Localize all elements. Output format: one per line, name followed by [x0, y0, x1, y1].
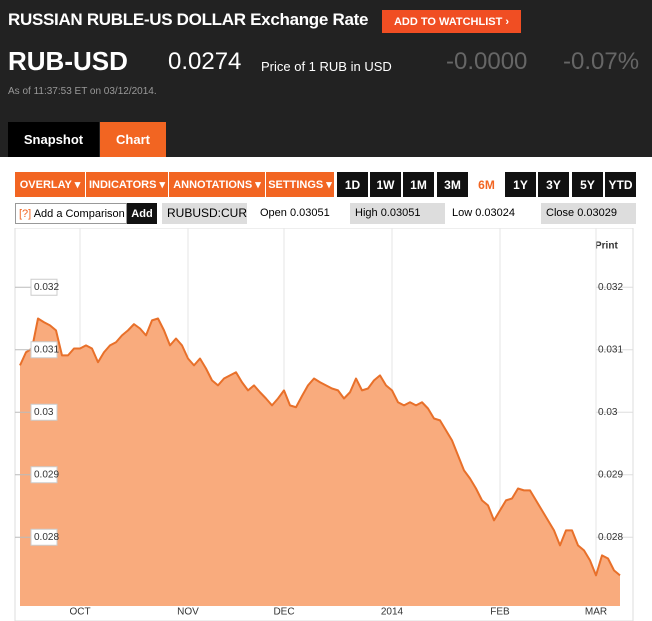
page-title: RUSSIAN RUBLE-US DOLLAR Exchange Rate [8, 10, 369, 29]
x-tick-label: NOV [177, 607, 199, 618]
y-tick-label-right: 0.029 [598, 469, 623, 480]
x-tick-label: OCT [69, 607, 90, 618]
area-fill [20, 318, 620, 606]
y-tick-label: 0.032 [34, 282, 59, 293]
y-tick-label: 0.031 [34, 344, 59, 355]
range-button-active[interactable]: 6M [471, 172, 502, 197]
quote-field: Low 0.03024 [447, 203, 537, 224]
tab-active[interactable]: Chart [100, 122, 166, 157]
field-label: Close [546, 207, 575, 219]
y-label-box [30, 403, 58, 421]
symbol: RUBUSD:CUR [162, 203, 247, 224]
print-link[interactable]: Print [595, 241, 618, 252]
menu-button[interactable]: SETTINGS ▾ [266, 172, 334, 197]
y-label-box [30, 466, 58, 484]
price-note: Price of 1 RUB in USD [261, 59, 392, 74]
field-label: Low [452, 207, 473, 219]
y-label-box [30, 278, 58, 296]
y-tick-label-right: 0.028 [598, 532, 623, 543]
range-button[interactable]: 1W [370, 172, 401, 197]
y-tick-label-right: 0.031 [598, 344, 623, 355]
ticker: RUB-USD [8, 46, 128, 76]
y-tick-label-right: 0.03 [598, 407, 618, 418]
range-button[interactable]: 1Y [505, 172, 536, 197]
range-button[interactable]: 3M [437, 172, 468, 197]
x-tick-label: FEB [490, 607, 510, 618]
menu-button[interactable]: OVERLAY ▾ [15, 172, 85, 197]
range-button[interactable]: 3Y [538, 172, 569, 197]
field-value: 0.03051 [289, 207, 330, 219]
menu-button[interactable]: INDICATORS ▾ [86, 172, 168, 197]
field-label: Open [260, 207, 287, 219]
watchlist-button[interactable]: ADD TO WATCHLIST › [382, 10, 521, 33]
placeholder: Add a Comparison [33, 208, 125, 220]
comparison-input[interactable]: [?] Add a Comparison [15, 203, 127, 224]
quote-field: Open 0.03051 [255, 203, 347, 224]
tab[interactable]: Snapshot [8, 122, 99, 157]
quote-header: RUSSIAN RUBLE-US DOLLAR Exchange Rate AD… [0, 0, 652, 157]
change-percent: -0.07% [563, 48, 640, 75]
y-label-box [30, 341, 58, 359]
add-button[interactable]: Add [127, 203, 157, 224]
range-button[interactable]: 1M [403, 172, 434, 197]
y-tick-label: 0.028 [34, 532, 59, 543]
quote-field: High 0.03051 [350, 203, 445, 224]
y-tick-label: 0.029 [34, 469, 59, 480]
range-button[interactable]: YTD [605, 172, 636, 197]
menu-button[interactable]: ANNOTATIONS ▾ [169, 172, 265, 197]
price-line [19, 317, 621, 577]
x-tick-label: MAR [585, 607, 607, 618]
price: 0.0274 [168, 48, 242, 75]
chart: Print OCT NOV DEC 2014 FEB MAR 0.028 0.028 0.029… [14, 228, 634, 621]
field-value: 0.03029 [577, 207, 617, 219]
help-icon[interactable]: [?] [19, 208, 32, 220]
field-label: High [355, 207, 378, 219]
y-tick-label: 0.03 [34, 407, 54, 418]
y-label-box [30, 528, 58, 546]
x-tick-label: DEC [273, 607, 294, 618]
y-tick-label-right: 0.032 [598, 282, 623, 293]
range-button[interactable]: 1D [337, 172, 368, 197]
x-tick-label: 2014 [381, 607, 404, 618]
change: -0.0000 [446, 48, 528, 75]
range-button[interactable]: 5Y [572, 172, 603, 197]
field-value: 0.03051 [380, 207, 421, 219]
field-value: 0.03024 [475, 207, 516, 219]
quote-field: Close 0.03029 [541, 203, 636, 224]
timestamp: As of 11:37:53 ET on 03/12/2014. [8, 86, 157, 97]
